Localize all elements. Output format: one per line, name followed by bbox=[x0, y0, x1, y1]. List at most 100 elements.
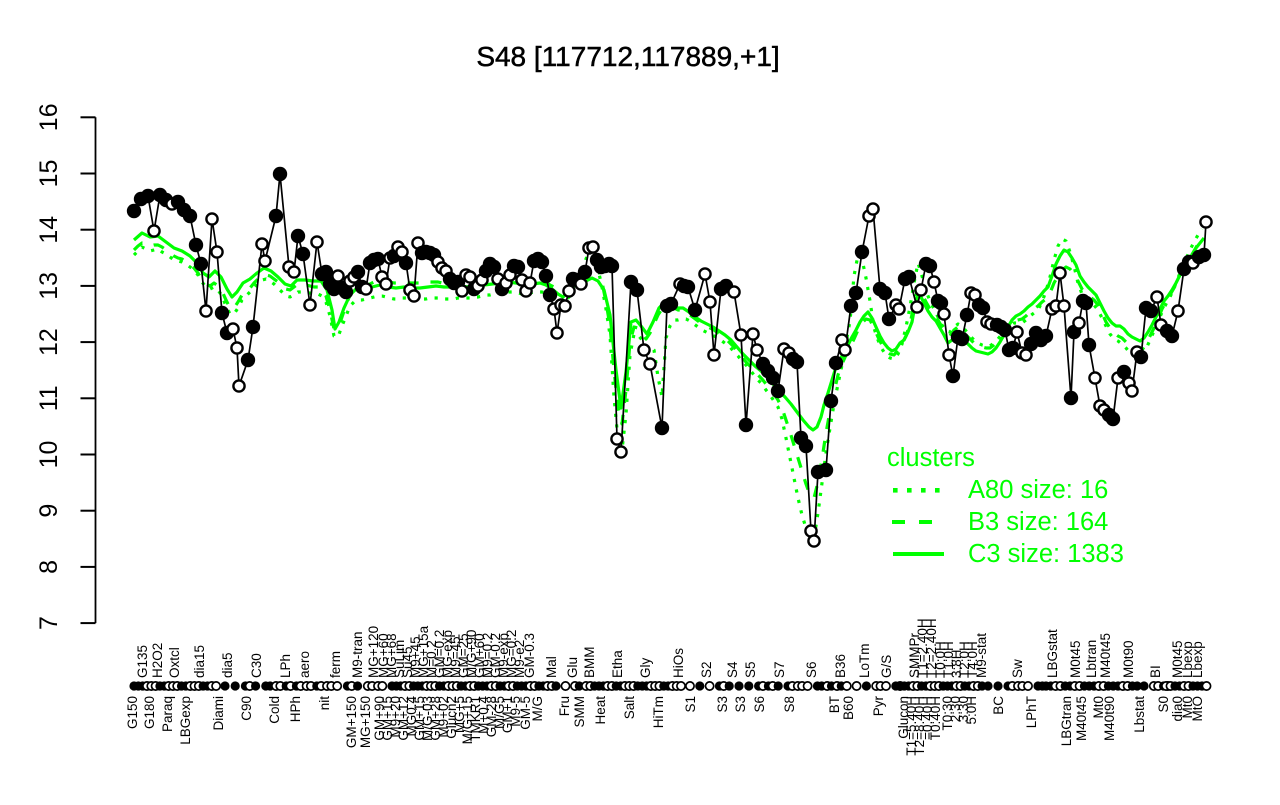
svg-text:M9-stat: M9-stat bbox=[974, 633, 989, 678]
svg-text:T2:0H: T2:0H bbox=[957, 641, 972, 678]
svg-text:16: 16 bbox=[35, 103, 63, 131]
svg-text:Cold: Cold bbox=[267, 696, 282, 724]
svg-text:M0t90: M0t90 bbox=[1121, 640, 1136, 678]
svg-text:Su45: Su45 bbox=[400, 646, 415, 678]
svg-text:2:30: 2:30 bbox=[948, 696, 963, 722]
svg-text:Glu: Glu bbox=[565, 657, 580, 678]
svg-text:S3: S3 bbox=[733, 696, 748, 713]
svg-text:GM+60: GM+60 bbox=[472, 633, 487, 678]
svg-text:GM+90: GM+90 bbox=[372, 696, 387, 741]
svg-text:dia5: dia5 bbox=[220, 652, 235, 678]
svg-text:BI: BI bbox=[1148, 665, 1163, 678]
svg-text:G/S: G/S bbox=[879, 655, 894, 678]
svg-text:Gly: Gly bbox=[638, 658, 653, 679]
svg-text:14: 14 bbox=[35, 216, 63, 244]
svg-text:LBGtran: LBGtran bbox=[1059, 696, 1074, 746]
svg-text:M/G5: M/G5 bbox=[492, 696, 507, 729]
svg-text:S48 [117712,117889,+1]: S48 [117712,117889,+1] bbox=[476, 41, 779, 72]
svg-text:S6: S6 bbox=[804, 661, 819, 678]
svg-text:13: 13 bbox=[35, 272, 63, 300]
svg-text:MG+120: MG+120 bbox=[366, 626, 381, 678]
svg-text:SuLim: SuLim bbox=[392, 640, 407, 678]
svg-text:T1=5.40H: T1=5.40H bbox=[904, 696, 919, 756]
svg-text:S7: S7 bbox=[772, 661, 787, 678]
svg-text:A80 size: 16: A80 size: 16 bbox=[968, 476, 1108, 504]
svg-text:Glucn2: Glucn2 bbox=[444, 696, 459, 739]
svg-text:T4:0H: T4:0H bbox=[965, 641, 980, 678]
svg-text:Diami: Diami bbox=[211, 696, 226, 731]
svg-text:M40t45: M40t45 bbox=[1098, 633, 1113, 678]
svg-text:8: 8 bbox=[35, 560, 63, 574]
svg-text:B36: B36 bbox=[833, 654, 848, 678]
svg-text:Salt: Salt bbox=[622, 696, 637, 720]
svg-text:T2=8.40H: T2=8.40H bbox=[912, 696, 927, 756]
svg-text:S6: S6 bbox=[752, 696, 767, 713]
svg-text:MtO: MtO bbox=[1190, 696, 1205, 722]
svg-text:M9+45: M9+45 bbox=[408, 636, 423, 678]
svg-text:9: 9 bbox=[35, 504, 63, 518]
svg-text:Oxtcl: Oxtcl bbox=[167, 647, 182, 678]
svg-text:MG0.4: MG0.4 bbox=[404, 696, 419, 737]
svg-text:T1=2.40H: T1=2.40H bbox=[915, 618, 930, 678]
svg-text:M9-tran: M9-tran bbox=[350, 631, 365, 678]
svg-text:GM+15: GM+15 bbox=[380, 696, 395, 741]
svg-text:TMKR1: TMKR1 bbox=[468, 696, 483, 742]
svg-text:GM+150: GM+150 bbox=[344, 696, 359, 748]
svg-text:B3 size: 164: B3 size: 164 bbox=[968, 508, 1108, 536]
svg-text:Lbexp: Lbexp bbox=[1190, 641, 1205, 678]
svg-text:C3 size: 1383: C3 size: 1383 bbox=[968, 540, 1124, 568]
svg-text:T0:0H: T0:0H bbox=[933, 641, 948, 678]
svg-text:BC: BC bbox=[991, 696, 1006, 715]
svg-text:M+0.4: M+0.4 bbox=[476, 696, 491, 734]
svg-text:GM+15: GM+15 bbox=[412, 696, 427, 741]
svg-text:G135: G135 bbox=[135, 645, 150, 678]
svg-text:GM-28: GM-28 bbox=[484, 696, 499, 737]
svg-text:M/G-03: M/G-03 bbox=[420, 696, 435, 741]
svg-text:Mt0: Mt0 bbox=[1180, 696, 1195, 719]
svg-text:Pyr: Pyr bbox=[871, 695, 886, 716]
svg-text:C90: C90 bbox=[239, 696, 254, 721]
svg-text:aero: aero bbox=[297, 651, 312, 678]
svg-text:M0t45: M0t45 bbox=[1170, 640, 1185, 678]
svg-text:GM+12: GM+12 bbox=[396, 696, 411, 741]
svg-text:Lbstat: Lbstat bbox=[1132, 696, 1147, 733]
svg-text:3:8H: 3:8H bbox=[949, 649, 964, 678]
svg-text:S5: S5 bbox=[743, 661, 758, 678]
svg-text:Lbexp: Lbexp bbox=[1180, 641, 1195, 678]
svg-text:SMMPr: SMMPr bbox=[907, 633, 922, 679]
svg-text:11: 11 bbox=[35, 385, 63, 411]
svg-text:BMM: BMM bbox=[582, 647, 597, 679]
svg-text:10: 10 bbox=[35, 441, 63, 469]
svg-text:12: 12 bbox=[35, 328, 63, 356]
svg-text:M9-5: M9-5 bbox=[508, 696, 523, 727]
svg-text:MG-exp: MG-exp bbox=[440, 630, 455, 678]
svg-text:dia15: dia15 bbox=[192, 645, 207, 678]
svg-text:M/G+15: M/G+15 bbox=[460, 696, 475, 744]
svg-text:GM-0.3: GM-0.3 bbox=[522, 633, 537, 678]
svg-text:Heat: Heat bbox=[593, 696, 608, 725]
svg-text:Lbtran: Lbtran bbox=[1084, 640, 1099, 678]
svg-text:B60: B60 bbox=[841, 696, 856, 720]
svg-text:M/G: M/G bbox=[530, 696, 545, 722]
svg-text:G150: G150 bbox=[125, 696, 140, 729]
svg-text:GM+1: GM+1 bbox=[500, 696, 515, 733]
svg-text:M9+20: M9+20 bbox=[388, 696, 403, 738]
svg-text:T0:30: T0:30 bbox=[940, 696, 955, 731]
svg-text:HiTm: HiTm bbox=[651, 696, 666, 728]
svg-text:=0.40H: =0.40H bbox=[920, 696, 935, 740]
svg-text:Paraq: Paraq bbox=[160, 696, 175, 732]
svg-text:HiOs: HiOs bbox=[671, 648, 686, 678]
svg-text:T1:0H: T1:0H bbox=[941, 641, 956, 678]
svg-text:M9=45: M9=45 bbox=[448, 636, 463, 678]
svg-text:T2=2.40H: T2=2.40H bbox=[924, 618, 939, 678]
svg-text:dia0: dia0 bbox=[1170, 696, 1185, 722]
svg-text:MG+68: MG+68 bbox=[384, 633, 399, 678]
svg-text:MG+15a: MG+15a bbox=[416, 625, 431, 678]
svg-text:G180: G180 bbox=[142, 696, 157, 729]
svg-text:LPh: LPh bbox=[278, 654, 293, 678]
svg-text:M0t45: M0t45 bbox=[1068, 640, 1083, 678]
svg-text:LBGstat: LBGstat bbox=[1045, 629, 1060, 678]
svg-text:M9-exp: M9-exp bbox=[496, 633, 511, 678]
svg-text:H2O2: H2O2 bbox=[150, 643, 165, 678]
svg-text:S2: S2 bbox=[699, 661, 714, 678]
